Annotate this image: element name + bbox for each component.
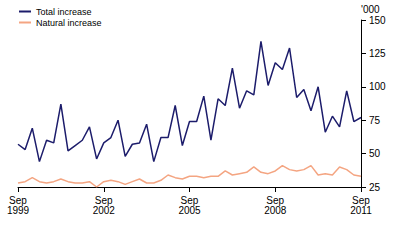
svg-text:125: 125 — [369, 48, 386, 59]
svg-text:'000: '000 — [361, 4, 380, 15]
svg-text:2008: 2008 — [264, 205, 287, 216]
svg-text:25: 25 — [369, 182, 381, 193]
svg-text:1999: 1999 — [7, 205, 30, 216]
svg-text:75: 75 — [369, 115, 381, 126]
svg-text:100: 100 — [369, 81, 386, 92]
svg-text:Natural increase: Natural increase — [36, 18, 102, 28]
svg-text:Sep: Sep — [266, 194, 285, 206]
svg-text:150: 150 — [369, 15, 386, 26]
svg-text:Sep: Sep — [94, 194, 113, 206]
svg-text:2011: 2011 — [350, 205, 372, 216]
svg-text:Sep: Sep — [352, 194, 370, 206]
svg-text:2002: 2002 — [93, 205, 116, 216]
svg-text:Sep: Sep — [9, 194, 27, 206]
svg-text:2005: 2005 — [178, 205, 201, 216]
svg-text:Total increase: Total increase — [36, 7, 92, 17]
svg-text:Sep: Sep — [180, 194, 199, 206]
svg-text:50: 50 — [369, 148, 381, 159]
